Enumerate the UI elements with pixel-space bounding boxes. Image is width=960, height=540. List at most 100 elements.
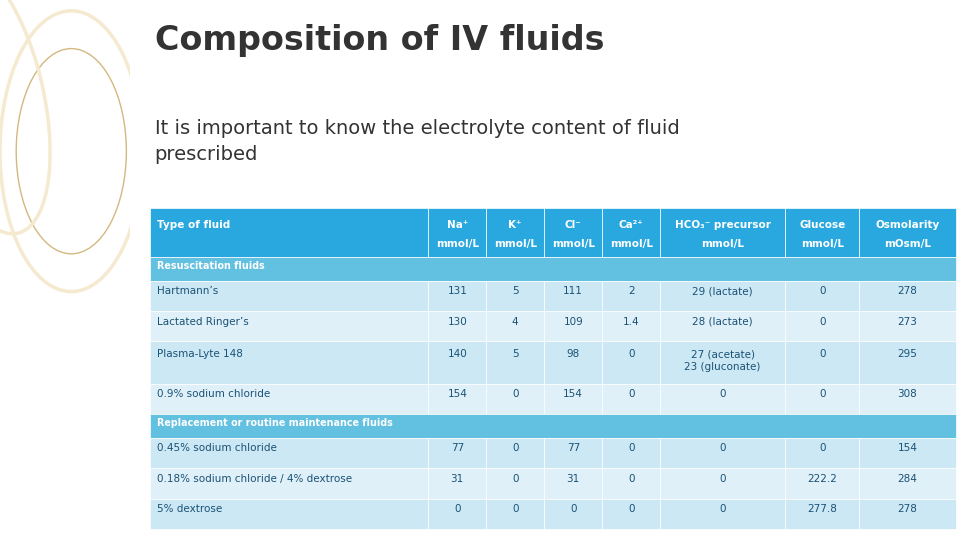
Text: 284: 284 bbox=[898, 474, 918, 484]
FancyBboxPatch shape bbox=[151, 257, 956, 281]
Text: 140: 140 bbox=[447, 349, 468, 359]
FancyBboxPatch shape bbox=[487, 311, 544, 341]
FancyBboxPatch shape bbox=[544, 208, 602, 257]
Text: 29 (lactate): 29 (lactate) bbox=[692, 286, 753, 296]
FancyBboxPatch shape bbox=[660, 311, 785, 341]
Text: 0.9% sodium chloride: 0.9% sodium chloride bbox=[157, 389, 271, 399]
Text: 0: 0 bbox=[819, 443, 826, 454]
FancyBboxPatch shape bbox=[859, 341, 956, 384]
Text: Resuscitation fluids: Resuscitation fluids bbox=[157, 261, 265, 271]
Text: 130: 130 bbox=[447, 316, 468, 327]
FancyBboxPatch shape bbox=[151, 208, 428, 257]
Text: 0: 0 bbox=[819, 349, 826, 359]
FancyBboxPatch shape bbox=[428, 468, 487, 499]
FancyBboxPatch shape bbox=[428, 499, 487, 529]
Text: 0: 0 bbox=[628, 443, 635, 454]
Text: 0: 0 bbox=[819, 286, 826, 296]
FancyBboxPatch shape bbox=[785, 438, 859, 468]
Text: 273: 273 bbox=[898, 316, 918, 327]
FancyBboxPatch shape bbox=[785, 208, 859, 257]
Text: 0: 0 bbox=[512, 474, 518, 484]
FancyBboxPatch shape bbox=[602, 438, 660, 468]
FancyBboxPatch shape bbox=[785, 281, 859, 311]
Text: 154: 154 bbox=[564, 389, 583, 399]
FancyBboxPatch shape bbox=[859, 311, 956, 341]
FancyBboxPatch shape bbox=[660, 208, 785, 257]
FancyBboxPatch shape bbox=[151, 438, 428, 468]
FancyBboxPatch shape bbox=[859, 438, 956, 468]
Text: 0: 0 bbox=[512, 443, 518, 454]
FancyBboxPatch shape bbox=[487, 499, 544, 529]
FancyBboxPatch shape bbox=[487, 341, 544, 384]
FancyBboxPatch shape bbox=[544, 468, 602, 499]
Text: 0: 0 bbox=[628, 504, 635, 514]
Text: 0: 0 bbox=[819, 316, 826, 327]
Text: Composition of IV fluids: Composition of IV fluids bbox=[155, 24, 604, 57]
FancyBboxPatch shape bbox=[602, 311, 660, 341]
FancyBboxPatch shape bbox=[151, 414, 956, 438]
Text: 308: 308 bbox=[898, 389, 918, 399]
FancyBboxPatch shape bbox=[487, 208, 544, 257]
Text: K⁺: K⁺ bbox=[509, 220, 522, 230]
Text: mmol/L: mmol/L bbox=[801, 239, 844, 249]
Text: 31: 31 bbox=[566, 474, 580, 484]
FancyBboxPatch shape bbox=[151, 341, 428, 384]
Text: Lactated Ringer’s: Lactated Ringer’s bbox=[157, 316, 249, 327]
Text: 77: 77 bbox=[566, 443, 580, 454]
Text: 0: 0 bbox=[628, 474, 635, 484]
Text: 77: 77 bbox=[450, 443, 464, 454]
Text: mmol/L: mmol/L bbox=[610, 239, 653, 249]
FancyBboxPatch shape bbox=[428, 341, 487, 384]
FancyBboxPatch shape bbox=[660, 384, 785, 414]
Text: 0: 0 bbox=[570, 504, 577, 514]
FancyBboxPatch shape bbox=[428, 208, 487, 257]
FancyBboxPatch shape bbox=[785, 311, 859, 341]
Text: Plasma-Lyte 148: Plasma-Lyte 148 bbox=[157, 349, 243, 359]
FancyBboxPatch shape bbox=[544, 341, 602, 384]
Text: 27 (acetate)
23 (gluconate): 27 (acetate) 23 (gluconate) bbox=[684, 349, 761, 372]
Text: Ca²⁺: Ca²⁺ bbox=[619, 220, 643, 230]
FancyBboxPatch shape bbox=[544, 281, 602, 311]
Text: 154: 154 bbox=[447, 389, 468, 399]
Text: 5: 5 bbox=[512, 286, 518, 296]
FancyBboxPatch shape bbox=[785, 499, 859, 529]
FancyBboxPatch shape bbox=[544, 499, 602, 529]
FancyBboxPatch shape bbox=[428, 311, 487, 341]
Text: 0: 0 bbox=[719, 443, 726, 454]
FancyBboxPatch shape bbox=[660, 341, 785, 384]
FancyBboxPatch shape bbox=[544, 438, 602, 468]
Text: 2: 2 bbox=[628, 286, 635, 296]
FancyBboxPatch shape bbox=[487, 438, 544, 468]
Text: Glucose: Glucose bbox=[799, 220, 845, 230]
FancyBboxPatch shape bbox=[602, 499, 660, 529]
Text: 0.45% sodium chloride: 0.45% sodium chloride bbox=[157, 443, 276, 454]
Text: HCO₃⁻ precursor: HCO₃⁻ precursor bbox=[675, 220, 771, 230]
Text: 0: 0 bbox=[512, 389, 518, 399]
FancyBboxPatch shape bbox=[660, 468, 785, 499]
Text: Cl⁻: Cl⁻ bbox=[564, 220, 582, 230]
Text: 131: 131 bbox=[447, 286, 468, 296]
Text: 154: 154 bbox=[898, 443, 918, 454]
Text: 1.4: 1.4 bbox=[623, 316, 639, 327]
FancyBboxPatch shape bbox=[602, 468, 660, 499]
FancyBboxPatch shape bbox=[544, 384, 602, 414]
FancyBboxPatch shape bbox=[660, 438, 785, 468]
Text: mmol/L: mmol/L bbox=[701, 239, 744, 249]
FancyBboxPatch shape bbox=[602, 341, 660, 384]
FancyBboxPatch shape bbox=[151, 468, 428, 499]
Text: 278: 278 bbox=[898, 504, 918, 514]
Text: Osmolarity: Osmolarity bbox=[876, 220, 940, 230]
Text: It is important to know the electrolyte content of fluid
prescribed: It is important to know the electrolyte … bbox=[155, 119, 680, 164]
Text: 277.8: 277.8 bbox=[807, 504, 837, 514]
Text: 4: 4 bbox=[512, 316, 518, 327]
FancyBboxPatch shape bbox=[785, 384, 859, 414]
FancyBboxPatch shape bbox=[151, 311, 428, 341]
Text: Na⁺: Na⁺ bbox=[446, 220, 468, 230]
FancyBboxPatch shape bbox=[151, 281, 428, 311]
Text: 0: 0 bbox=[719, 389, 726, 399]
Text: mOsm/L: mOsm/L bbox=[884, 239, 931, 249]
Text: 28 (lactate): 28 (lactate) bbox=[692, 316, 753, 327]
FancyBboxPatch shape bbox=[660, 499, 785, 529]
Text: 0: 0 bbox=[512, 504, 518, 514]
Text: 278: 278 bbox=[898, 286, 918, 296]
